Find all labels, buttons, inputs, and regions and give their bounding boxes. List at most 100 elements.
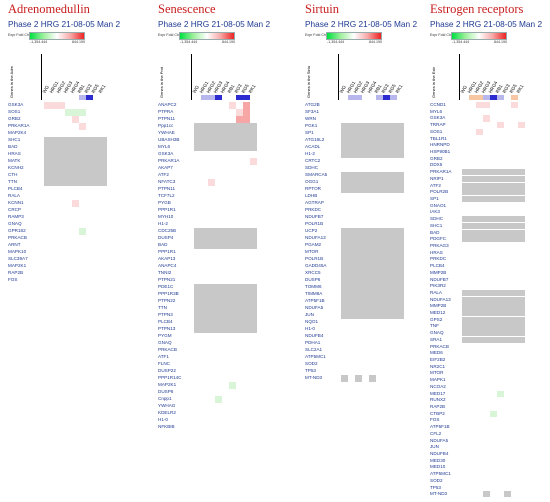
header-divider — [338, 54, 339, 100]
heatmap-cell — [518, 169, 525, 176]
annotation-cell — [79, 95, 86, 100]
heatmap-cell — [511, 182, 518, 189]
heatmap-cell — [383, 291, 390, 298]
heatmap-cell — [355, 375, 362, 382]
heatmap-cell — [229, 242, 236, 249]
gene-label: EIF2B2 — [430, 357, 446, 363]
gene-label: SMARCA5 — [305, 172, 328, 177]
heatmap-cell — [383, 151, 390, 158]
heatmap-cell — [518, 323, 525, 330]
gene-label: KCNN1 — [8, 200, 24, 205]
heatmap-cell — [469, 195, 476, 203]
gene-label: TOMM6 — [305, 284, 322, 289]
heatmap-cell — [476, 289, 483, 297]
heatmap-cell — [236, 235, 243, 242]
heatmap-cell — [469, 182, 476, 189]
heatmap-cell — [194, 284, 201, 291]
heatmap-cell — [383, 312, 390, 319]
annotation-cell — [476, 95, 483, 100]
heatmap-cell — [362, 249, 369, 256]
heatmap-cell — [518, 229, 525, 236]
heatmap-cell — [462, 175, 469, 183]
heatmap-cell — [355, 291, 362, 298]
heatmap-cell — [397, 130, 404, 137]
heatmap-cell — [369, 235, 376, 242]
gene-label: SOS1 — [430, 128, 443, 134]
gene-label: HSP90B1 — [430, 148, 451, 154]
gene-label: RAP2B — [8, 270, 24, 275]
legend-gradient-bar — [451, 32, 507, 40]
heatmap-cell — [362, 235, 369, 242]
heatmap-cell — [376, 298, 383, 305]
heatmap-cell — [51, 172, 58, 179]
heatmap-cell — [369, 137, 376, 144]
heatmap-cell — [72, 137, 79, 144]
gene-label: PTPRA — [158, 109, 174, 114]
heatmap-cell — [341, 375, 348, 382]
legend-label: Expr Fold Change — [158, 33, 187, 37]
heatmap-cell — [44, 158, 51, 165]
heatmap-cell — [215, 137, 222, 144]
heatmap-cell — [504, 189, 511, 196]
annotation-cell — [369, 95, 376, 100]
legend-max: 844.190 — [72, 40, 85, 44]
heatmap-cell — [355, 242, 362, 249]
heatmap-cell — [362, 186, 369, 193]
annotation-cell — [390, 95, 397, 100]
panel-title: Senescence — [158, 2, 216, 16]
gene-label: TP53 — [305, 368, 316, 373]
heatmap-cell — [462, 323, 469, 330]
heatmap-cell — [355, 249, 362, 256]
heatmap-cell — [79, 151, 86, 158]
heatmap-cell — [194, 298, 201, 305]
heatmap-cell — [236, 228, 243, 235]
heatmap-cell — [490, 236, 497, 243]
annotation-cell — [100, 95, 107, 100]
heatmap-cell — [504, 316, 511, 323]
heatmap-cell — [194, 144, 201, 151]
heatmap-cell — [397, 144, 404, 151]
gene-label: DDX5 — [430, 162, 443, 168]
heatmap-cell — [504, 289, 511, 297]
heatmap-cell — [490, 229, 497, 236]
heatmap-cell — [483, 195, 490, 203]
heatmap-cell — [390, 312, 397, 319]
gene-label: FLNC — [158, 361, 170, 366]
heatmap-cell — [222, 291, 229, 298]
heatmap-cell — [341, 137, 348, 144]
gene-label: SOS1 — [8, 109, 21, 114]
heatmap-cell — [201, 123, 208, 130]
heatmap-cell — [511, 289, 518, 297]
heatmap-cell — [194, 228, 201, 235]
gene-label: TP53 — [430, 484, 441, 490]
gene-label: MMP2B — [430, 303, 447, 309]
gene-label: SOD2 — [305, 361, 318, 366]
gene-label: ANAPC2 — [158, 102, 177, 107]
heatmap-cell — [497, 229, 504, 236]
gene-label: GRB2 — [430, 155, 443, 161]
heatmap-cell — [504, 310, 511, 317]
heatmap-cell — [229, 102, 236, 109]
gene-label: SHC1 — [430, 222, 443, 228]
annotation-cell — [58, 95, 65, 100]
gene-label: TBL1R1 — [430, 135, 447, 141]
gene-label: RAMP3 — [8, 214, 24, 219]
heatmap-cell — [341, 305, 348, 312]
heatmap-cell — [362, 123, 369, 130]
gene-label: CCND1 — [430, 102, 446, 107]
heatmap-cell — [376, 179, 383, 186]
heatmap-cell — [518, 310, 525, 317]
heatmap-cell — [476, 195, 483, 203]
gene-label: PDE1C — [158, 284, 174, 289]
heatmap-cell — [518, 122, 525, 129]
heatmap-cell — [376, 172, 383, 179]
heatmap-cell — [369, 312, 376, 319]
heatmap-cell — [79, 137, 86, 144]
gene-label: MATK — [8, 158, 21, 163]
gene-label: ATG16L2 — [305, 137, 325, 142]
gene-label: H1-2 — [305, 151, 315, 156]
heatmap-cell — [483, 115, 490, 122]
heatmap-cell — [250, 284, 257, 291]
heatmap-cell — [194, 291, 201, 298]
heatmap-cell — [341, 179, 348, 186]
